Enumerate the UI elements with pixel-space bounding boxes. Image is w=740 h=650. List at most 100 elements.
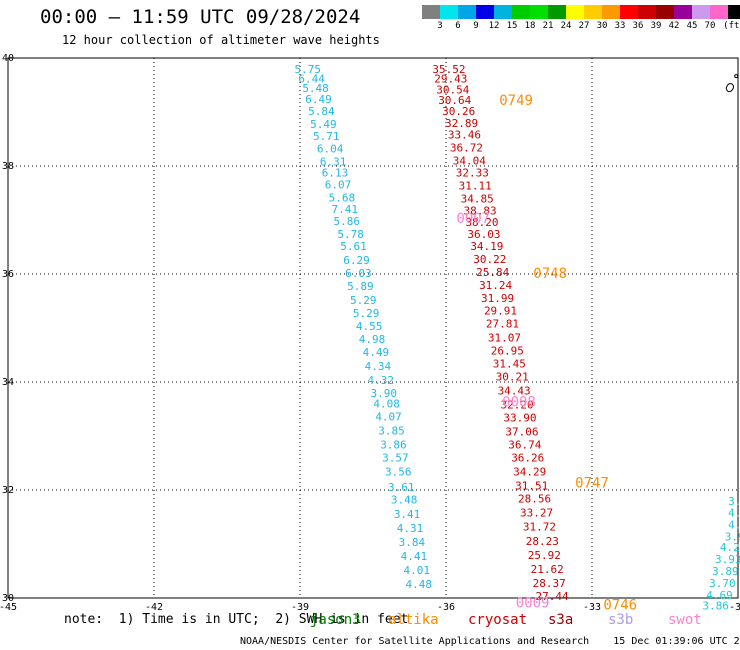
wave-height-label: 4.98 [359, 333, 386, 346]
wave-height-label: 35.52 [432, 63, 465, 76]
wave-height-label: 3.86 [702, 600, 729, 613]
wave-height-label: 31.07 [488, 332, 521, 345]
pass-time-label: 0746 [603, 597, 637, 613]
wave-height-label: 25.92 [528, 549, 561, 562]
wave-height-label: 34.43 [498, 385, 531, 398]
wave-height-label: 3.70 [709, 577, 736, 590]
wave-height-label: 4.6 [728, 519, 740, 532]
wave-height-label: 29.91 [484, 305, 517, 318]
y-tick-label: 30 [2, 593, 14, 604]
colorbar-swatch [692, 5, 710, 19]
wave-height-label: 4.31 [397, 522, 424, 535]
wave-height-label: 3.9 [728, 495, 740, 508]
wave-height-label: 3.86 [380, 439, 407, 452]
wave-height-label: 30.26 [442, 105, 475, 118]
wave-height-label: 4.08 [373, 398, 400, 411]
wave-height-label: 27.44 [536, 590, 569, 603]
colorbar-swatch [602, 5, 620, 19]
wave-height-label: 3.57 [382, 452, 409, 465]
y-tick-label: 36 [2, 269, 14, 280]
legend-item-s3a: s3a [548, 612, 574, 628]
colorbar-swatch [584, 5, 602, 19]
wave-height-label: 5.61 [340, 240, 367, 253]
colorbar-swatch [494, 5, 512, 19]
wave-height-label: 30.54 [436, 83, 469, 96]
colorbar-tick: 42 [668, 21, 680, 31]
x-tick-label: -45 [0, 602, 17, 613]
wave-height-label: 33.90 [503, 412, 536, 425]
colorbar-tick: 18 [524, 21, 536, 31]
wave-height-label: 26.95 [491, 345, 524, 358]
wave-height-label: 33.46 [448, 129, 481, 142]
wave-height-label: 3.90 [370, 387, 397, 400]
wave-height-label: 4.48 [405, 578, 432, 591]
page-subtitle: 12 hour collection of altimeter wave hei… [62, 33, 380, 47]
wave-height-label: 3.93 [715, 553, 740, 566]
colorbar-tick: 21 [542, 21, 554, 31]
wave-height-label: 4.26 [720, 541, 740, 554]
islet-outline [734, 74, 739, 79]
page-title: 00:00 – 11:59 UTC 09/28/2024 [40, 6, 361, 28]
colorbar-swatch [620, 5, 638, 19]
wave-height-label: 3.89 [712, 565, 739, 578]
wave-height-label: 6.07 [325, 178, 352, 191]
wave-height-label: 31.51 [515, 480, 548, 493]
colorbar-tick: 33 [614, 21, 626, 31]
wave-height-label: 34.19 [470, 240, 503, 253]
wave-height-label: 6.03 [345, 267, 372, 280]
colorbar-swatch [458, 5, 476, 19]
wave-height-label: 6.49 [305, 93, 332, 106]
colorbar-swatch [710, 5, 728, 19]
wave-height-label: 5.86 [333, 215, 360, 228]
wave-height-label: 4.41 [401, 550, 428, 563]
wave-height-label: 4.32 [368, 374, 395, 387]
wave-height-label: 6.31 [320, 156, 347, 169]
colorbar-swatch [512, 5, 530, 19]
colorbar-tick: 6 [455, 21, 461, 31]
colorbar-tick: 45 [686, 21, 698, 31]
legend-item-swot: swot [668, 612, 702, 628]
colorbar-swatch [440, 5, 458, 19]
colorbar-tick: 3 [437, 21, 443, 31]
colorbar-tick: 39 [650, 21, 662, 31]
wave-height-label: 31.72 [523, 521, 556, 534]
wave-height-label: 27.81 [486, 318, 519, 331]
wave-height-label: 4.34 [365, 360, 392, 373]
wave-height-label: 3.85 [378, 425, 405, 438]
pass-time-label: 0748 [533, 266, 567, 282]
pass-time-label: 0008 [502, 394, 536, 410]
colorbar-swatch [530, 5, 548, 19]
wave-height-label: 34.85 [461, 192, 494, 205]
colorbar-tick: (ft) [723, 21, 740, 31]
colorbar-swatch [548, 5, 566, 19]
wave-height-label: 38.20 [465, 216, 498, 229]
wave-height-label: 4.69 [706, 589, 733, 602]
wave-height-label: 32.89 [445, 117, 478, 130]
wave-height-label: 6.29 [343, 254, 370, 267]
wave-height-label: 6.13 [322, 166, 349, 179]
pass-time-label: 0747 [575, 475, 609, 491]
wave-height-label: 34.29 [513, 466, 546, 479]
wave-height-label: 4.0 [728, 507, 740, 520]
wave-height-label: 7.41 [332, 203, 359, 216]
colorbar-swatch [656, 5, 674, 19]
wave-height-label: 37.06 [505, 426, 538, 439]
x-tick-label: -39 [291, 602, 309, 613]
wave-height-label: 5.78 [337, 228, 364, 241]
wave-height-label: 33.27 [520, 507, 553, 520]
x-tick-label: -42 [145, 602, 163, 613]
wave-height-label: 28.37 [533, 577, 566, 590]
wave-height-label: 3.56 [385, 466, 412, 479]
wave-height-label: 3.84 [399, 536, 426, 549]
x-tick-label: -36 [437, 602, 455, 613]
wave-height-label: 5.84 [308, 105, 335, 118]
wave-height-label: 5.89 [347, 280, 374, 293]
island-outline [725, 83, 734, 93]
colorbar-swatch [422, 5, 440, 19]
wave-height-label: 38.83 [464, 204, 497, 217]
wave-height-label: 5.68 [329, 191, 356, 204]
wave-height-label: 3.48 [391, 494, 418, 507]
wave-height-label: 4.49 [363, 346, 390, 359]
